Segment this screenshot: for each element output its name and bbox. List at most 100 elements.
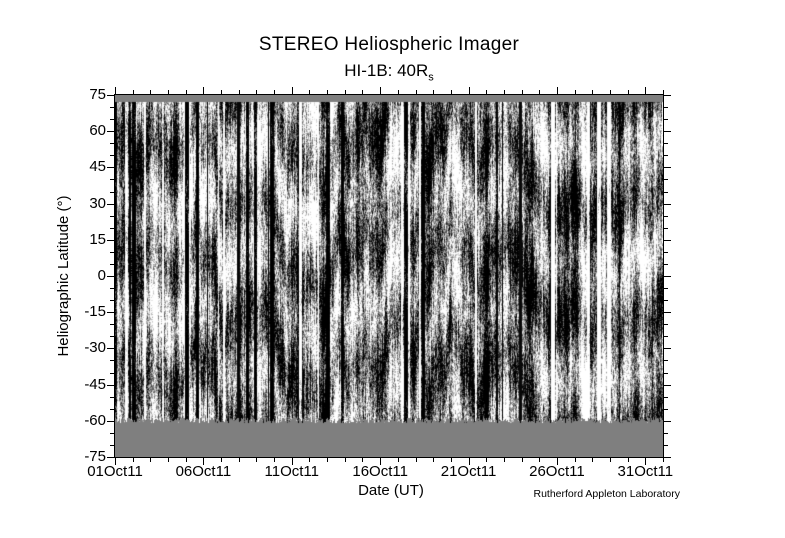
y-minor-tick bbox=[664, 373, 668, 374]
x-minor-tick bbox=[309, 90, 310, 94]
chart-subtitle-main: HI-1B: 40R bbox=[344, 61, 429, 80]
x-minor-tick bbox=[398, 90, 399, 94]
x-minor-tick bbox=[663, 90, 664, 94]
x-minor-tick bbox=[274, 458, 275, 462]
y-minor-tick bbox=[664, 288, 668, 289]
y-tick-label: -30 bbox=[84, 339, 106, 357]
y-minor-tick bbox=[664, 433, 668, 434]
y-major-tick bbox=[664, 348, 671, 349]
x-minor-tick bbox=[186, 90, 187, 94]
y-minor-tick bbox=[664, 409, 668, 410]
x-minor-tick bbox=[451, 458, 452, 462]
x-minor-tick bbox=[168, 90, 169, 94]
y-minor-tick bbox=[664, 264, 668, 265]
x-minor-tick bbox=[628, 90, 629, 94]
y-minor-tick bbox=[110, 373, 114, 374]
x-minor-tick bbox=[327, 458, 328, 462]
y-major-tick bbox=[664, 276, 671, 277]
x-minor-tick bbox=[575, 458, 576, 462]
x-minor-tick bbox=[362, 458, 363, 462]
y-minor-tick bbox=[664, 445, 668, 446]
y-tick-label: -15 bbox=[84, 303, 106, 321]
x-minor-tick bbox=[362, 90, 363, 94]
x-minor-tick bbox=[398, 458, 399, 462]
x-minor-tick bbox=[451, 90, 452, 94]
y-minor-tick bbox=[664, 324, 668, 325]
y-minor-tick bbox=[664, 107, 668, 108]
x-tick-label: 06Oct11 bbox=[175, 463, 232, 480]
x-minor-tick bbox=[575, 90, 576, 94]
x-minor-tick bbox=[150, 458, 151, 462]
y-tick-label: 45 bbox=[89, 158, 106, 176]
y-major-tick bbox=[107, 276, 114, 277]
y-minor-tick bbox=[110, 288, 114, 289]
y-tick-label: 60 bbox=[89, 122, 106, 140]
x-minor-tick bbox=[539, 90, 540, 94]
y-tick-label: 30 bbox=[89, 194, 106, 212]
y-minor-tick bbox=[110, 143, 114, 144]
y-tick-label: -45 bbox=[84, 375, 106, 393]
x-minor-tick bbox=[504, 458, 505, 462]
x-minor-tick bbox=[221, 458, 222, 462]
y-major-tick bbox=[664, 457, 671, 458]
x-minor-tick bbox=[309, 458, 310, 462]
chart-subtitle-subscript: s bbox=[428, 71, 434, 84]
y-major-tick bbox=[107, 457, 114, 458]
y-tick-label: 15 bbox=[89, 230, 106, 248]
y-major-tick bbox=[107, 312, 114, 313]
x-minor-tick bbox=[504, 90, 505, 94]
x-tick-label: 31Oct11 bbox=[617, 463, 674, 480]
x-axis-title: Date (UT) bbox=[358, 482, 424, 499]
x-minor-tick bbox=[592, 90, 593, 94]
x-minor-tick bbox=[522, 458, 523, 462]
x-major-tick bbox=[203, 458, 204, 465]
y-minor-tick bbox=[664, 143, 668, 144]
y-minor-tick bbox=[110, 192, 114, 193]
x-major-tick bbox=[557, 458, 558, 465]
x-minor-tick bbox=[592, 458, 593, 462]
x-minor-tick bbox=[168, 458, 169, 462]
y-major-tick bbox=[107, 204, 114, 205]
y-minor-tick bbox=[664, 228, 668, 229]
x-major-tick bbox=[557, 87, 558, 94]
y-tick-label: 0 bbox=[97, 267, 106, 284]
y-major-tick bbox=[664, 95, 671, 96]
y-minor-tick bbox=[110, 445, 114, 446]
x-minor-tick bbox=[433, 90, 434, 94]
x-minor-tick bbox=[539, 458, 540, 462]
x-major-tick bbox=[469, 458, 470, 465]
y-major-tick bbox=[664, 167, 671, 168]
x-major-tick bbox=[203, 87, 204, 94]
x-major-tick bbox=[292, 458, 293, 465]
y-minor-tick bbox=[664, 397, 668, 398]
y-minor-tick bbox=[110, 409, 114, 410]
y-minor-tick bbox=[110, 179, 114, 180]
x-tick-label: 01Oct11 bbox=[87, 463, 143, 480]
x-minor-tick bbox=[345, 458, 346, 462]
y-major-tick bbox=[107, 421, 114, 422]
y-minor-tick bbox=[110, 264, 114, 265]
x-minor-tick bbox=[256, 458, 257, 462]
y-minor-tick bbox=[664, 119, 668, 120]
y-minor-tick bbox=[110, 155, 114, 156]
y-major-tick bbox=[664, 385, 671, 386]
x-major-tick bbox=[292, 87, 293, 94]
y-minor-tick bbox=[110, 360, 114, 361]
y-major-tick bbox=[107, 240, 114, 241]
x-minor-tick bbox=[628, 458, 629, 462]
x-tick-label: 16Oct11 bbox=[352, 463, 408, 480]
y-minor-tick bbox=[110, 433, 114, 434]
x-minor-tick bbox=[522, 90, 523, 94]
x-major-tick bbox=[115, 458, 116, 465]
x-major-tick bbox=[380, 458, 381, 465]
x-minor-tick bbox=[239, 90, 240, 94]
x-major-tick bbox=[115, 87, 116, 94]
y-minor-tick bbox=[664, 360, 668, 361]
y-minor-tick bbox=[664, 155, 668, 156]
y-minor-tick bbox=[110, 119, 114, 120]
x-major-tick bbox=[380, 87, 381, 94]
x-minor-tick bbox=[486, 90, 487, 94]
y-minor-tick bbox=[110, 324, 114, 325]
x-minor-tick bbox=[150, 90, 151, 94]
y-minor-tick bbox=[110, 107, 114, 108]
